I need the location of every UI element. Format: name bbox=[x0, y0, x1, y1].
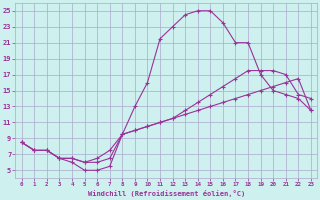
X-axis label: Windchill (Refroidissement éolien,°C): Windchill (Refroidissement éolien,°C) bbox=[88, 190, 245, 197]
